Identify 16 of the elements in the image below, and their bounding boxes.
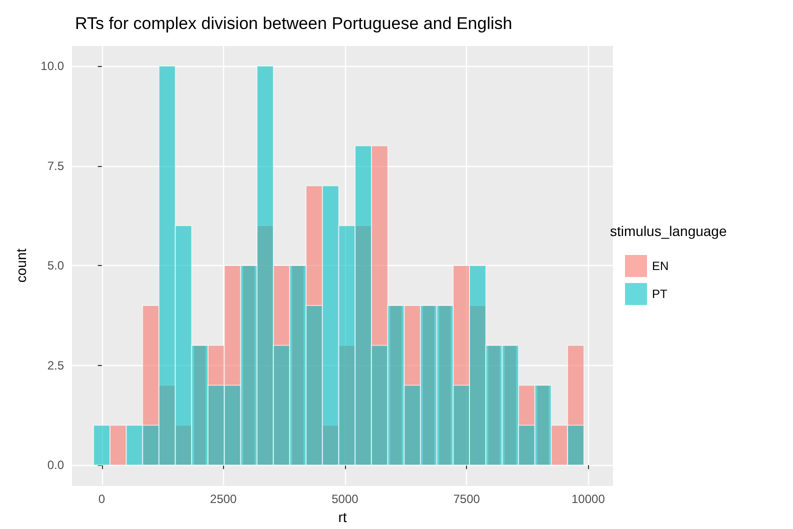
x-tick-label: 7500 xyxy=(453,492,480,506)
legend-label: PT xyxy=(652,287,668,301)
x-tick-label: 0 xyxy=(98,492,106,506)
y-tick-label: 2.5 xyxy=(47,358,64,372)
y-tick-label: 0.0 xyxy=(47,458,64,472)
y-tick-label: 5.0 xyxy=(47,258,64,273)
x-tick-label: 10000 xyxy=(572,492,606,506)
legend-title: stimulus_language xyxy=(610,223,727,239)
x-tick-label: 5000 xyxy=(332,492,359,506)
legend-label: EN xyxy=(652,259,669,273)
x-axis-title: rt xyxy=(338,509,347,525)
chart-title: RTs for complex division between Portuguese and English xyxy=(75,14,512,33)
y-tick-label: 7.5 xyxy=(47,158,64,173)
y-tick-label: 10.0 xyxy=(40,58,64,73)
x-tick-label: 2500 xyxy=(210,492,238,506)
y-axis-title: count xyxy=(13,248,29,283)
